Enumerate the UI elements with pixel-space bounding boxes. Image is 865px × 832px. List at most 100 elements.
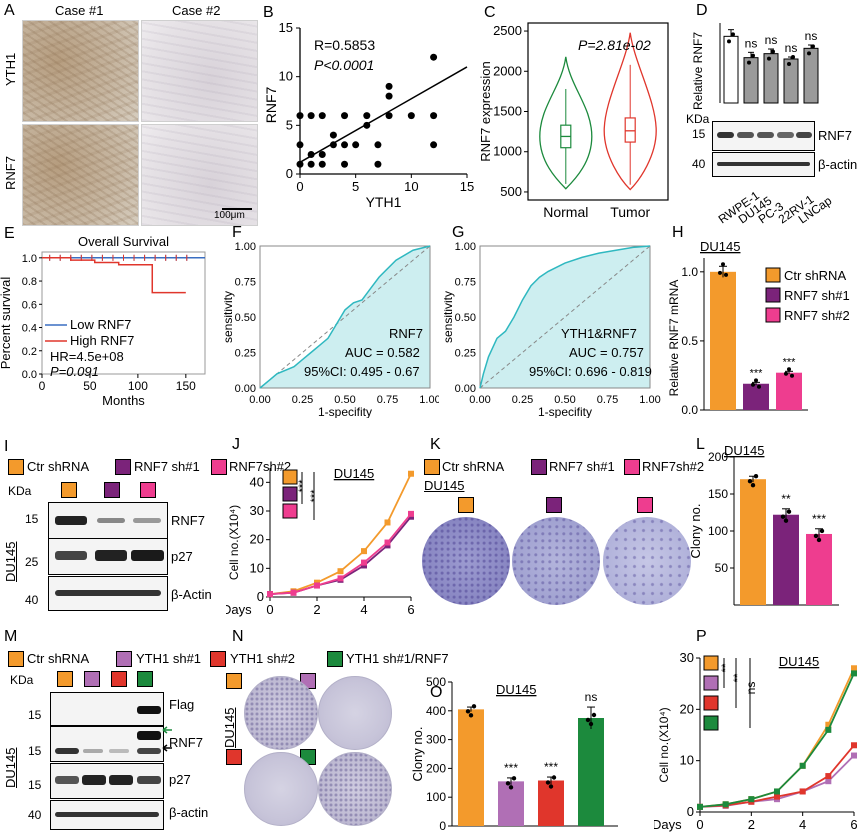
series-point bbox=[697, 803, 703, 810]
n-dish1-swatch bbox=[226, 673, 242, 689]
y-tick-label: 150 bbox=[708, 487, 728, 501]
o-cell-label: DU145 bbox=[496, 682, 536, 697]
data-point bbox=[753, 474, 759, 479]
i-legend-sh1-swatch bbox=[115, 459, 131, 475]
wb-m-rnf7 bbox=[50, 726, 164, 762]
y-tick-label: 0.25 bbox=[235, 348, 256, 360]
line-chart-j: 0 2 4 6 0 10 20 30 40 Days Cell no.(X10⁴) DU145 ****… bbox=[226, 466, 415, 617]
scatter-point bbox=[352, 141, 360, 149]
k-colony-dish-sh2 bbox=[603, 517, 691, 605]
series-point bbox=[290, 589, 297, 596]
y-tick-label: 0.50 bbox=[235, 312, 256, 324]
x-axis-label: Days bbox=[226, 602, 252, 617]
m-wb-flag: Flag bbox=[169, 697, 195, 712]
scatter-point bbox=[430, 112, 438, 120]
m-lane3-swatch bbox=[111, 671, 127, 687]
y-tick-label: 0.6 bbox=[22, 299, 37, 311]
k-dish1-swatch bbox=[458, 497, 474, 513]
ns-label: ns bbox=[765, 33, 778, 47]
panel-label-n: N bbox=[232, 628, 244, 645]
data-point bbox=[718, 270, 722, 275]
sig-stars: ** bbox=[732, 673, 744, 682]
i-legend-sh2-swatch bbox=[211, 459, 227, 475]
data-point bbox=[771, 49, 775, 54]
bar-0 bbox=[710, 271, 736, 410]
x-tick-label: 0 bbox=[696, 817, 703, 832]
series-point bbox=[825, 778, 832, 785]
y-tick-label: 2000 bbox=[493, 63, 522, 78]
x-tick-label: 100 bbox=[128, 379, 148, 393]
y-tick-label: 0 bbox=[439, 819, 446, 832]
p-legend-swatch-1 bbox=[703, 675, 719, 691]
scatter-point bbox=[407, 112, 415, 120]
d-wb-label-rnf7: RNF7 bbox=[818, 128, 852, 143]
data-point bbox=[585, 717, 591, 723]
y-axis-label: Cell no.(X10⁴) bbox=[227, 505, 241, 580]
series-point bbox=[825, 726, 832, 733]
data-point bbox=[731, 32, 735, 37]
scale-bar bbox=[222, 208, 252, 210]
series-point bbox=[825, 721, 832, 728]
panel-label-d: D bbox=[696, 2, 708, 19]
y-tick-label: 2500 bbox=[493, 23, 522, 38]
violin-chart-c: 500 1000 1500 2000 2500 RNF7 expression Normal… bbox=[478, 22, 669, 220]
y-tick-label: 15 bbox=[279, 20, 293, 35]
g-ci: 95%CI: 0.696 - 0.819 bbox=[529, 364, 652, 379]
km-title: Overall Survival bbox=[78, 234, 169, 249]
scatter-point bbox=[307, 160, 315, 168]
m-wb-p27: p27 bbox=[169, 772, 191, 787]
n-legend-sh2: YTH1 sh#2 bbox=[230, 651, 296, 666]
scatter-point bbox=[318, 112, 326, 120]
sig-label: *** bbox=[812, 512, 826, 526]
panel-label-m: M bbox=[4, 628, 18, 645]
j-legend-swatch-1 bbox=[282, 486, 298, 502]
data-point bbox=[780, 514, 786, 519]
x-tick-label: 0.00 bbox=[469, 394, 490, 406]
m-marker-2: 15 bbox=[28, 744, 42, 758]
series-point bbox=[825, 773, 832, 780]
roc-curve bbox=[259, 245, 431, 389]
y-tick-label: 200 bbox=[426, 761, 446, 775]
m-legend-yth-sh1-swatch bbox=[116, 651, 132, 667]
y-tick-label: 0 bbox=[286, 166, 293, 181]
data-point bbox=[747, 479, 753, 484]
y-axis-label: Relative RNF7 bbox=[691, 32, 705, 110]
roc-area bbox=[480, 246, 650, 388]
m-wb-rnf7: RNF7 bbox=[169, 735, 203, 750]
p-text: P=0.091 bbox=[50, 364, 99, 379]
n-dish3-swatch bbox=[226, 749, 242, 765]
scatter-point bbox=[318, 151, 326, 159]
data-point bbox=[588, 721, 594, 727]
y-tick-label: 0.75 bbox=[455, 277, 476, 289]
p-legend-swatch-2 bbox=[703, 695, 719, 711]
y-axis-label: Clony no. bbox=[410, 727, 425, 782]
panel-label-p: P bbox=[696, 628, 707, 645]
legend-swatch-2 bbox=[765, 307, 781, 323]
series-point bbox=[384, 539, 391, 546]
y-tick-label: 1500 bbox=[493, 104, 522, 119]
y-tick-label: 30 bbox=[250, 503, 264, 518]
panel-label-c: C bbox=[484, 4, 496, 21]
data-point bbox=[548, 784, 554, 789]
series-point bbox=[314, 582, 320, 589]
data-point bbox=[727, 39, 731, 44]
data-point bbox=[791, 55, 795, 59]
series-line-0 bbox=[699, 667, 855, 808]
legend-low: Low RNF7 bbox=[70, 317, 131, 332]
x-tick-label: 0.25 bbox=[512, 394, 533, 406]
y-tick-label: 0.25 bbox=[455, 348, 476, 360]
row-label-yth1: YTH1 bbox=[3, 52, 18, 86]
plot-frame bbox=[259, 245, 431, 389]
x-tick-label: 0 bbox=[266, 602, 273, 617]
m-cell-label: DU145 bbox=[3, 747, 18, 788]
data-point bbox=[751, 382, 755, 387]
sig-label: *** bbox=[504, 761, 518, 775]
x-tick-label: 50 bbox=[83, 379, 97, 393]
data-point bbox=[811, 44, 815, 49]
x-tick-label: 0 bbox=[39, 379, 46, 393]
case1-label: Case #1 bbox=[55, 3, 104, 18]
p-legend-swatch-3 bbox=[703, 715, 719, 731]
series-point bbox=[799, 788, 806, 795]
x-tick-label: 0.75 bbox=[377, 394, 398, 406]
